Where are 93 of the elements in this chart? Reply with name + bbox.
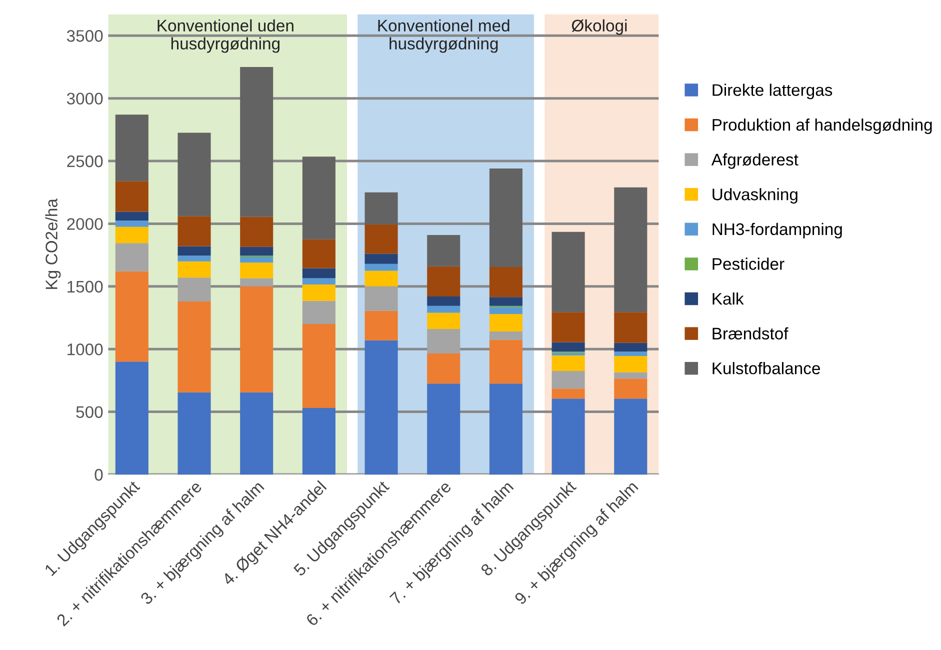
legend-label: Direkte lattergas: [712, 84, 832, 100]
legend-label: Udvaskning: [712, 188, 798, 204]
bar: [427, 329, 460, 354]
bar: [552, 355, 585, 372]
bar: [115, 243, 148, 272]
bar: [302, 324, 336, 408]
bar: [552, 232, 585, 312]
y-tick-label: 0: [94, 468, 103, 481]
bar: [302, 278, 336, 285]
y-tick-label: 3500: [66, 30, 103, 42]
bar: [178, 392, 211, 474]
band-label: Økologi: [572, 19, 627, 35]
bar: [302, 408, 336, 474]
bar: [614, 342, 648, 352]
bar: [614, 398, 648, 474]
legend-label: Brændstof: [712, 327, 788, 340]
bar: [178, 246, 211, 256]
bar: [364, 310, 398, 340]
bar: [552, 388, 585, 399]
bar: [115, 212, 148, 221]
bar: [489, 266, 522, 298]
bar: [427, 384, 460, 474]
bar: [614, 312, 648, 343]
bar: [240, 392, 274, 474]
bar: [614, 352, 648, 356]
bar: [302, 284, 336, 301]
legend-label: Afgrøderest: [711, 153, 798, 169]
bar: [178, 261, 211, 278]
legend-label: Pesticider: [712, 258, 784, 270]
bar: [614, 378, 648, 399]
bar: [489, 340, 522, 384]
y-tick-label: 1500: [68, 280, 103, 293]
legend-label: Kalk: [712, 292, 744, 305]
bar: [115, 220, 148, 227]
bar: [489, 332, 522, 340]
bar: [489, 297, 522, 306]
bar: [614, 187, 648, 312]
legend-label: Kulstofbalance: [712, 362, 820, 374]
y-tick-label: 2500: [67, 155, 103, 168]
bar: [240, 66, 274, 217]
bar: [364, 254, 398, 264]
bar: [178, 256, 211, 262]
bar: [178, 301, 211, 392]
y-tick-label: 3000: [66, 92, 103, 105]
bar: [427, 353, 460, 384]
bar: [614, 356, 648, 372]
bar: [364, 270, 398, 286]
bar: [115, 181, 148, 212]
bar: [427, 266, 460, 296]
bar: [427, 296, 460, 306]
bar: [364, 264, 398, 271]
bar: [302, 268, 336, 278]
bar: [178, 132, 211, 216]
bar: [240, 278, 274, 286]
bar: [302, 300, 336, 324]
bar: [178, 278, 211, 302]
band-label: Konventionel uden husdyrgødning: [158, 19, 294, 53]
bar: [178, 216, 211, 246]
bar: [115, 114, 148, 182]
bar: [552, 352, 585, 356]
y-tick-label: 500: [76, 406, 103, 418]
bar: [427, 312, 460, 330]
y-tick-label: 2000: [67, 218, 103, 230]
bar: [302, 156, 336, 240]
bar: [489, 384, 522, 474]
bar: [427, 306, 460, 313]
bar: [427, 234, 460, 266]
bar: [364, 192, 398, 224]
bar: [240, 216, 274, 247]
bar: [240, 262, 274, 278]
band-label: Konventionel med husdyrgødning: [378, 19, 510, 53]
bar: [115, 271, 148, 362]
bar: [552, 398, 585, 474]
bar: [115, 226, 148, 244]
bar: [489, 314, 522, 332]
bar: [240, 286, 274, 392]
bar: [302, 239, 336, 268]
bar: [552, 342, 585, 352]
y-tick-label: 1000: [68, 344, 103, 356]
bar: [364, 224, 398, 254]
bar: [552, 312, 585, 342]
bar: [364, 340, 398, 474]
bar: [552, 371, 585, 389]
bar: [240, 246, 274, 256]
legend-label: Produktion af handelsgødning: [712, 118, 932, 134]
bar: [614, 372, 648, 379]
bar: [240, 256, 274, 263]
bar: [115, 362, 148, 474]
bar: [489, 168, 522, 267]
bar: [489, 307, 522, 314]
y-axis-title: Kg CO2e/ha: [45, 198, 61, 289]
legend-label: NH3-fordampning: [712, 222, 842, 238]
bar: [364, 286, 398, 311]
